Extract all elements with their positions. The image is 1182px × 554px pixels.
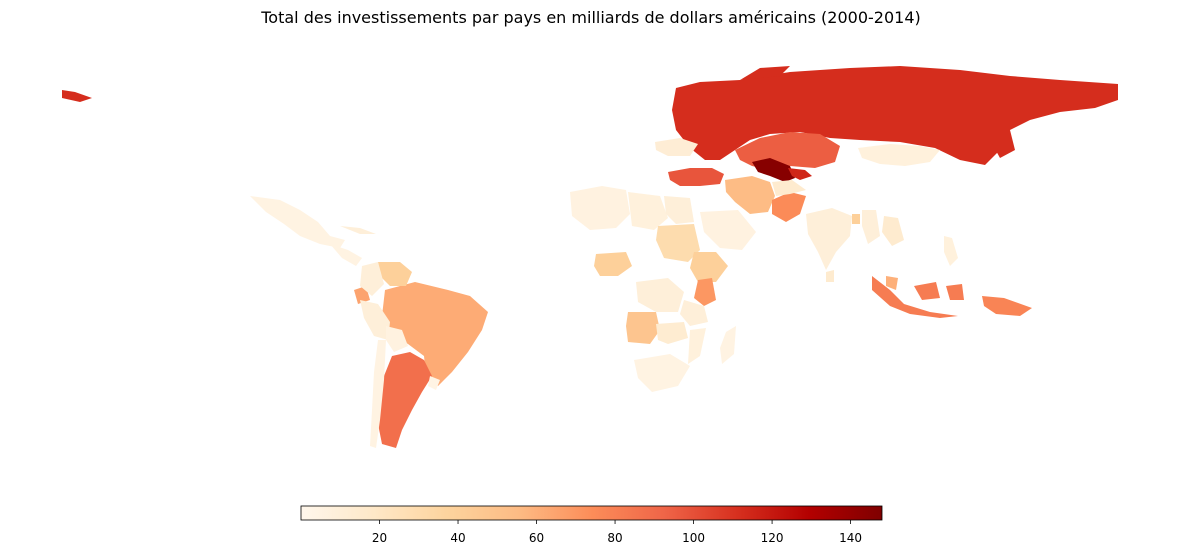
country-libya [628, 192, 668, 230]
country-peru [360, 300, 390, 340]
country-congo-dr [636, 278, 684, 312]
country-argentina [378, 352, 432, 448]
country-egypt [664, 196, 694, 224]
country-russia [990, 130, 1015, 158]
colorbar-tick-label: 60 [529, 531, 544, 545]
country-brazil [382, 282, 488, 386]
colorbar-tick-label: 80 [607, 531, 622, 545]
country-saudi-arabia [700, 210, 756, 250]
country-kenya [694, 278, 716, 306]
country-uruguay [428, 376, 440, 390]
country-russia [62, 90, 92, 102]
country-russia [672, 66, 1118, 165]
country-laos [882, 216, 904, 246]
colorbar-tick-label: 20 [372, 531, 387, 545]
country-sudan [656, 224, 700, 262]
country-indonesia [872, 276, 958, 318]
colorbar-ticks: 20 40 60 80 100 120 140 [372, 520, 862, 545]
country-bangladesh [852, 214, 860, 224]
country-tanzania [680, 300, 708, 326]
country-cuba [340, 226, 376, 234]
country-south-africa [634, 354, 690, 392]
colorbar-tick-label: 40 [450, 531, 465, 545]
country-ethiopia [690, 252, 728, 282]
country-russia [740, 66, 790, 80]
countries-layer [62, 66, 1118, 448]
colorbar-gradient [300, 505, 883, 521]
country-mexico [250, 196, 345, 248]
country-uzbekistan [788, 168, 812, 180]
map-title: Total des investissements par pays en mi… [261, 8, 921, 27]
country-papua-new-guinea [982, 296, 1032, 316]
country-indonesia [946, 284, 964, 300]
country-algeria [570, 186, 630, 230]
country-pakistan [772, 192, 806, 222]
colorbar-tick-label: 100 [682, 531, 705, 545]
country-ukraine [655, 138, 698, 156]
country-malaysia [886, 276, 898, 290]
country-turkey [668, 168, 724, 186]
country-philippines [944, 236, 958, 266]
country-venezuela [378, 262, 412, 286]
country-afghanistan [772, 180, 806, 196]
country-mozambique [688, 328, 706, 364]
country-iran [725, 176, 775, 214]
colorbar-tick-label: 120 [761, 531, 784, 545]
country-chile [370, 340, 386, 448]
country-nigeria [594, 252, 632, 276]
country-madagascar [720, 326, 736, 364]
country-colombia [360, 262, 384, 296]
country-mongolia [858, 144, 940, 166]
country-indonesia [914, 282, 940, 300]
country-bolivia [386, 326, 408, 352]
country-turkmenistan [752, 158, 795, 182]
country-zambia [656, 322, 688, 344]
country-myanmar [862, 210, 880, 244]
country-angola [626, 312, 660, 344]
country-sri-lanka [826, 270, 834, 282]
country-central-america [330, 244, 362, 266]
country-india [806, 208, 852, 270]
colorbar-tick-label: 140 [839, 531, 862, 545]
